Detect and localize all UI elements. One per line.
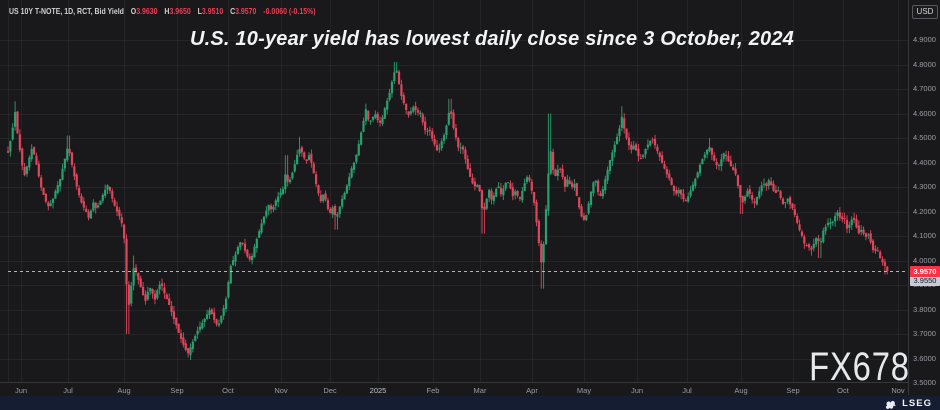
last-price-tag: 3.9570 bbox=[910, 265, 940, 277]
price-axis[interactable]: USD 4.9000 4.8000 4.7000 4.6000 4.5000 4.4000… bbox=[908, 0, 940, 395]
price-axis-label: 4.8000 bbox=[913, 59, 936, 69]
price-axis-label: 3.8000 bbox=[913, 304, 936, 314]
time-axis-label: Jul bbox=[682, 386, 692, 395]
time-axis-label: Nov bbox=[274, 386, 288, 395]
change-value: -0.0060 (-0.15%) bbox=[263, 6, 316, 16]
time-axis-label: Sep bbox=[170, 386, 184, 395]
price-axis-label: 4.0000 bbox=[913, 255, 936, 265]
price-axis-label: 4.7000 bbox=[913, 84, 936, 93]
time-axis-label: Jun bbox=[630, 386, 644, 395]
time-axis-label: Feb bbox=[426, 386, 440, 395]
symbol-header[interactable]: US 10Y T-NOTE, 1D, RCT, Bid Yield O3.963… bbox=[9, 6, 316, 16]
price-axis-label: 4.2000 bbox=[913, 206, 936, 216]
time-axis-separator bbox=[0, 382, 940, 383]
time-axis-label: 2025 bbox=[369, 386, 387, 395]
time-axis-label: Jun bbox=[14, 386, 28, 395]
time-axis-label: Mar bbox=[473, 386, 487, 395]
price-chart-canvas[interactable] bbox=[0, 0, 908, 382]
chart-title: U.S. 10-year yield has lowest daily clos… bbox=[189, 28, 794, 50]
time-axis-label: Apr bbox=[526, 386, 538, 395]
time-axis-label: May bbox=[576, 386, 592, 395]
low-value: 3.9510 bbox=[201, 6, 224, 16]
high-label: H bbox=[164, 6, 170, 16]
open-label: O bbox=[130, 6, 137, 16]
footer-bar: LSEG bbox=[0, 396, 940, 410]
price-axis-label: 4.9000 bbox=[913, 35, 936, 44]
time-axis-label: Aug bbox=[734, 386, 748, 395]
lseg-wordmark: LSEG bbox=[902, 397, 932, 409]
price-axis-label: 4.5000 bbox=[913, 133, 936, 142]
time-axis-label: Sep bbox=[786, 386, 800, 395]
bid-price-tag: 3.9550 bbox=[910, 275, 940, 286]
time-axis-label: Jul bbox=[63, 386, 73, 395]
lseg-logo-icon bbox=[884, 398, 898, 409]
price-axis-label: 4.3000 bbox=[913, 182, 936, 191]
currency-badge: USD bbox=[912, 5, 938, 19]
price-axis-label: 3.7000 bbox=[913, 329, 936, 338]
time-axis-label: Nov bbox=[891, 386, 905, 395]
time-axis-label: Oct bbox=[222, 386, 234, 395]
time-axis-label: Dec bbox=[323, 386, 337, 395]
time-axis-label: Aug bbox=[117, 386, 131, 395]
plot-left-border bbox=[8, 0, 9, 382]
price-axis-label: 4.4000 bbox=[913, 157, 936, 167]
time-axis[interactable]: Jun Jul Aug Sep Oct Nov Dec 2025 Feb Mar Apr May Jun… bbox=[0, 383, 908, 396]
fx678-watermark: FX678 bbox=[809, 345, 910, 389]
close-label: C bbox=[230, 6, 236, 16]
low-label: L bbox=[197, 6, 202, 16]
price-axis-label: 4.6000 bbox=[913, 108, 936, 118]
open-value: 3.9630 bbox=[136, 6, 158, 16]
close-value: 3.9570 bbox=[235, 6, 257, 16]
price-axis-label: 3.5000 bbox=[913, 378, 936, 387]
high-value: 3.9650 bbox=[169, 6, 191, 16]
time-axis-label: Oct bbox=[837, 386, 849, 395]
symbol-name: US 10Y T-NOTE, 1D, RCT, Bid Yield bbox=[9, 6, 124, 16]
price-axis-label: 3.6000 bbox=[913, 353, 936, 363]
price-axis-label: 4.1000 bbox=[913, 231, 936, 240]
